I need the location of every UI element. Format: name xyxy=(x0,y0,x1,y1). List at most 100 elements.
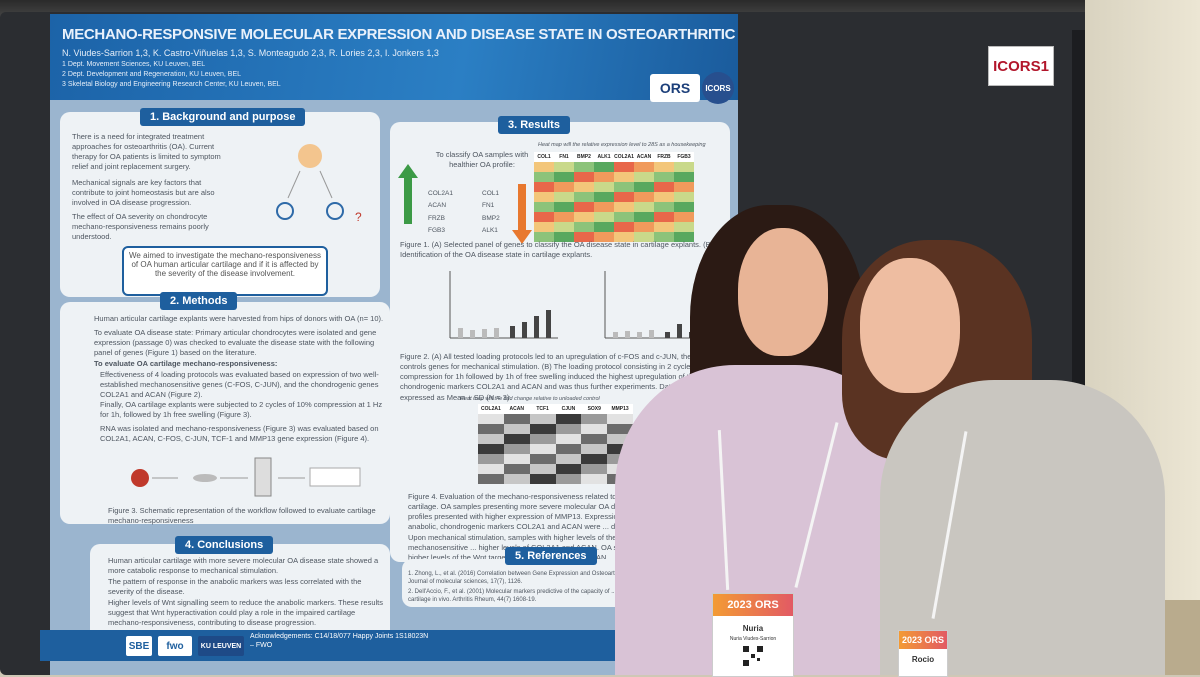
heatmap-cell xyxy=(554,182,574,192)
heatmap-cell xyxy=(554,202,574,212)
heatmap-cell xyxy=(574,232,594,242)
figure1-caption: Figure 1. (A) Selected panel of genes to… xyxy=(400,240,714,260)
heatmap-cell xyxy=(554,192,574,202)
background-point: There is a need for integrated treatment… xyxy=(72,132,221,172)
heatmap-cell xyxy=(529,444,556,454)
heatmap-cell xyxy=(594,182,614,192)
section-title-results: 3. Results xyxy=(498,116,570,134)
heatmap-cell xyxy=(594,232,614,242)
heatmap-cell xyxy=(614,222,634,232)
bar-chart-cfos-cjun xyxy=(449,271,558,339)
heatmap-header: COL1 xyxy=(534,152,554,162)
conclusion-point: Higher levels of Wnt signalling seem to … xyxy=(108,598,383,628)
section-title-references: 5. References xyxy=(505,547,597,565)
heatmap-header: ACAN xyxy=(503,404,530,414)
heatmap-cell xyxy=(503,474,530,484)
booth-tag: ICORS1 xyxy=(988,46,1054,86)
heatmap-cell xyxy=(674,222,694,232)
heatmap-cell xyxy=(503,464,530,474)
heatmap-cell xyxy=(534,202,554,212)
heatmap-cell xyxy=(581,424,608,434)
heatmap-cell xyxy=(534,222,554,232)
heatmap-cell xyxy=(555,434,582,444)
heatmap-cell xyxy=(534,162,554,172)
heatmap-cell xyxy=(581,464,608,474)
heatmap-header: FN1 xyxy=(554,152,574,162)
badge-event: 2023 ORS xyxy=(899,631,947,649)
gene-label: BMP2 xyxy=(482,214,500,222)
heatmap-cell xyxy=(581,414,608,424)
person-right-sweater xyxy=(880,380,1165,675)
heatmap-cell xyxy=(607,414,633,424)
heatmap-cell xyxy=(555,474,582,484)
heatmap-cell xyxy=(581,474,608,484)
heatmap-cell xyxy=(478,414,504,424)
gene-label: FN1 xyxy=(482,202,495,210)
heatmap-cell xyxy=(614,162,634,172)
person-right-face xyxy=(860,258,960,393)
reference-item: 1. Zhong, L., et al. (2016) Correlation … xyxy=(408,571,635,586)
heatmap-cell xyxy=(614,182,634,192)
badge-event: 2023 ORS xyxy=(713,594,793,616)
heatmap-header: COL2A1 xyxy=(614,152,634,162)
section-title-conclusions: 4. Conclusions xyxy=(175,536,274,554)
heatmap-cell xyxy=(574,182,594,192)
heatmap-cell xyxy=(594,192,614,202)
heatmap-cell xyxy=(614,172,634,182)
heatmap-cell xyxy=(554,212,574,222)
heatmap-cell xyxy=(581,444,608,454)
poster-affiliation: 2 Dept. Development and Regeneration, KU… xyxy=(62,71,242,78)
svg-text:?: ? xyxy=(355,210,362,224)
heatmap-cell xyxy=(674,232,694,242)
heatmap-cell xyxy=(654,212,674,222)
poster-affiliation: 1 Dept. Movement Sciences, KU Leuven, BE… xyxy=(62,61,206,68)
heatmap-cell xyxy=(529,474,556,484)
poster-title: MECHANO-RESPONSIVE MOLECULAR EXPRESSION … xyxy=(62,26,738,43)
heatmap2-caption: Heat map will the fold change relative t… xyxy=(460,396,600,402)
heatmap-cell xyxy=(574,222,594,232)
catabolic-gene-list: COL1 FN1 BMP2 ALK1 xyxy=(482,188,500,237)
anabolic-arrow-icon xyxy=(398,164,418,224)
heatmap-cell xyxy=(574,192,594,202)
heatmap-header: ALK1 xyxy=(594,152,614,162)
heatmap-cell xyxy=(503,414,530,424)
heatmap-cell xyxy=(614,192,634,202)
heatmap-cell xyxy=(534,192,554,202)
ku-leuven-logo: KU LEUVEN xyxy=(198,636,244,656)
methods-point: Effectiveness of 4 loading protocols was… xyxy=(100,370,379,400)
heatmap-cell xyxy=(574,212,594,222)
gene-label: ALK1 xyxy=(482,227,498,235)
poster-header xyxy=(50,14,738,100)
gene-label: COL2A1 xyxy=(428,190,453,197)
heatmap-cell xyxy=(554,222,574,232)
figure2-caption: Figure 2. (A) All tested loading protoco… xyxy=(400,352,720,402)
poster-affiliation: 3 Skeletal Biology and Engineering Resea… xyxy=(62,81,281,88)
person-left-face xyxy=(738,228,828,356)
heatmap-header: COL2A1 xyxy=(478,404,504,414)
heatmap-header: ACAN xyxy=(634,152,654,162)
heatmap-mechano-response: COL2A1 ACAN TCF1 CJUN SOX9 MMP13 xyxy=(478,404,633,484)
heatmap-cell xyxy=(581,434,608,444)
figure3-caption: Figure 3. Schematic representation of th… xyxy=(108,506,376,526)
methods-intro: Human articular cartilage explants were … xyxy=(94,314,384,323)
heatmap-cell xyxy=(503,454,530,464)
name-badge: 2023 ORS Nuria Nuria Viudes-Sarrion xyxy=(712,593,794,677)
heatmap-cell xyxy=(634,192,654,202)
heatmap-cell xyxy=(574,202,594,212)
heatmap-cell xyxy=(607,444,633,454)
heatmap-header: MMP13 xyxy=(607,404,633,414)
heatmap-disease-state: COL1 FN1 BMP2 ALK1 COL2A1 ACAN FRZB FGB3 xyxy=(534,152,694,242)
heatmap-cell xyxy=(607,434,633,444)
heatmap-cell xyxy=(555,464,582,474)
icors-logo: ICORS xyxy=(702,72,734,104)
heatmap-cell xyxy=(529,424,556,434)
acknowledgements: Acknowledgements: C14/18/077 Happy Joint… xyxy=(250,633,429,650)
joint-diagram: ? xyxy=(276,144,362,224)
heatmap-cell xyxy=(478,434,504,444)
heatmap-header: CJUN xyxy=(555,404,582,414)
results-intro: To classify OA samples with healthier OA… xyxy=(435,150,529,170)
heatmap-cell xyxy=(534,172,554,182)
heatmap-cell xyxy=(594,162,614,172)
heatmap-cell xyxy=(654,232,674,242)
heatmap-cell xyxy=(594,222,614,232)
